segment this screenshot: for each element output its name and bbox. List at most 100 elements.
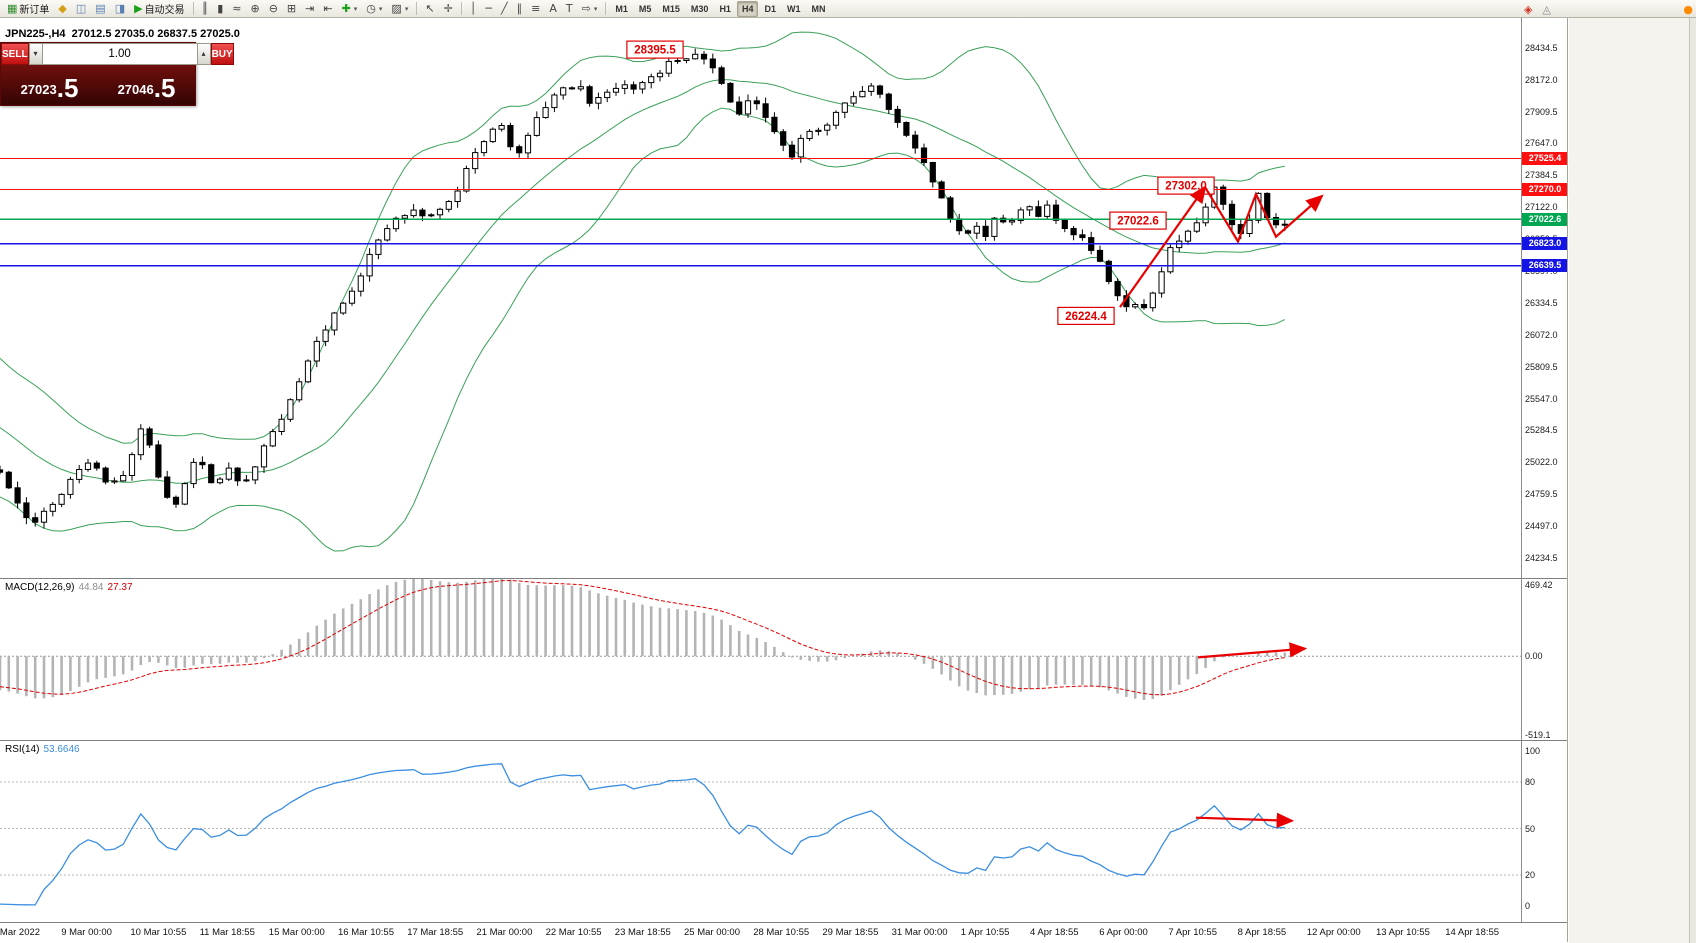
rsi-scale-label: 50 <box>1525 823 1536 834</box>
time-axis-label: 11 Mar 18:55 <box>199 927 255 938</box>
fibonacci-button[interactable]: ≡ <box>527 1 544 17</box>
volume-control: ▾ ▴ <box>28 43 211 65</box>
toolbar-separator <box>192 2 194 15</box>
buy-button[interactable]: BUY <box>210 43 234 65</box>
mql-community-icon[interactable]: ◈ <box>1524 2 1533 16</box>
time-axis[interactable]: 8 Mar 2022 9 Mar 00:00 10 Mar 10:55 11 Mar … <box>0 923 1567 943</box>
price-tag: 26823.0 <box>1522 237 1567 251</box>
time-axis-label: 9 Mar 00:00 <box>61 927 112 938</box>
zoom-out-icon: ⊖ <box>268 1 278 15</box>
workspace-background <box>1569 18 1696 943</box>
one-click-trading-panel: SELL ▾ ▴ BUY 27023.5 27046.5 <box>0 42 234 106</box>
buy-price[interactable]: 27046.5 <box>98 65 195 105</box>
autotrading-icon: ▶ <box>134 1 143 15</box>
volume-increase-button[interactable]: ▴ <box>196 43 211 65</box>
horizontal-line-icon: ─ <box>485 1 493 15</box>
open-data-icon-icon: ◆ <box>58 1 67 15</box>
rsi-arrow[interactable] <box>1195 812 1295 828</box>
bar-chart-mode-icon: ║ <box>201 1 209 15</box>
label-icon: T <box>565 1 573 15</box>
new-order-button[interactable]: ▦ 新订单 <box>3 1 53 17</box>
macd-indicator-label: MACD(12,26,9) 44.84 27.37 <box>5 582 133 593</box>
time-axis-label: 15 Mar 00:00 <box>268 927 325 938</box>
crosshair-icon: ✛ <box>443 1 453 15</box>
zoom-out-button[interactable]: ⊖ <box>265 1 282 17</box>
price-annotation[interactable]: 27022.6 <box>1109 211 1167 230</box>
tf-h4-button[interactable]: H4 <box>736 0 759 17</box>
trend-arrow[interactable] <box>1204 186 1324 244</box>
text-button[interactable]: A <box>545 1 561 17</box>
macd-name: MACD(12,26,9) <box>5 582 75 593</box>
templates-button[interactable]: ▨ ▾ <box>387 1 412 17</box>
tf-m1-button[interactable]: M1 <box>615 3 628 14</box>
price-scale-label: 25022.0 <box>1525 457 1558 468</box>
auto-scroll-button[interactable]: ⇥ <box>301 1 318 17</box>
tf-m5-button[interactable]: M5 <box>638 3 652 14</box>
market-watch-icon[interactable]: ◫ <box>72 1 90 17</box>
trend-arrow[interactable] <box>1119 185 1207 308</box>
label-button[interactable]: T <box>562 1 577 17</box>
main-chart[interactable]: 28395.5 27302.0 27022.6 26224.4 JPN225-,H4 … <box>0 18 1522 578</box>
dropdown-arrow-icon: ▾ <box>593 4 598 13</box>
tf-m15-button[interactable]: M15 <box>662 3 680 14</box>
bar-chart-mode-button[interactable]: ║ <box>198 1 213 17</box>
terminal-icon[interactable]: ◨ <box>111 1 129 17</box>
price-annotation[interactable]: 27302.0 <box>1157 176 1215 195</box>
vertical-line-button[interactable]: │ <box>466 1 481 17</box>
macd-value: 44.84 <box>78 582 104 593</box>
channel-button[interactable]: ∥ <box>513 1 527 17</box>
volume-decrease-button[interactable]: ▾ <box>28 43 43 65</box>
sell-price[interactable]: 27023.5 <box>1 65 98 105</box>
autotrading-button-label: 自动交易 <box>144 5 185 16</box>
rsi-panel[interactable]: RSI(14) 53.6646 <box>0 741 1522 922</box>
indicators-button[interactable]: ✚ ▾ <box>338 1 362 17</box>
time-axis-row: 8 Mar 2022 9 Mar 00:00 10 Mar 10:55 11 Mar … <box>0 922 1567 942</box>
candlestick-mode-button[interactable]: ▮ <box>213 1 227 17</box>
macd-scale[interactable]: 469.42 0.00 -519.1 <box>1521 579 1567 740</box>
price-annotation[interactable]: 28395.5 <box>626 40 684 59</box>
rsi-svg <box>0 763 1522 906</box>
rsi-name: RSI(14) <box>5 744 40 755</box>
open-data-icon[interactable]: ◆ <box>54 1 70 17</box>
main-toolbar: ▦ 新订单 ◆ ◫ ▤ ◨ ▶ 自动交易 ║ ▮ ≈ ⊕ ⊖ ⊞ ⇥ ⇤ ✚ ▾ ◷ ▾ ▨ ▾ ↖ ✛ │ ─ ╱ ∥ ≡ A T ⇨ ▾ M1… <box>0 0 1696 18</box>
volume-input[interactable] <box>42 43 197 65</box>
sell-price-pip: .5 <box>56 73 79 103</box>
price-annotation[interactable]: 26224.4 <box>1057 306 1115 325</box>
navigator-icon[interactable]: ▤ <box>91 1 109 17</box>
sell-button[interactable]: SELL <box>1 43 29 65</box>
horizontal-line-button[interactable]: ─ <box>481 1 496 17</box>
price-scale-label: 24497.0 <box>1525 521 1558 532</box>
crosshair-button[interactable]: ✛ <box>440 1 457 17</box>
help-icon[interactable]: ◬ <box>1542 2 1551 16</box>
rsi-scale[interactable]: 100 80 50 20 0 <box>1521 741 1567 922</box>
chart-shift-button[interactable]: ⇤ <box>319 1 336 17</box>
zoom-in-button[interactable]: ⊕ <box>246 1 263 17</box>
autotrading-button[interactable]: ▶ 自动交易 <box>130 1 188 17</box>
shapes-button[interactable]: ⇨ ▾ <box>578 1 602 17</box>
notification-icon[interactable]: ● <box>1683 2 1693 16</box>
macd-arrow[interactable] <box>1197 642 1308 659</box>
templates-icon: ▨ <box>391 1 402 15</box>
price-scale[interactable]: 28434.5 28172.0 27909.5 27647.0 27384.5 27122… <box>1521 18 1567 578</box>
time-axis-label: 22 Mar 10:55 <box>545 927 602 938</box>
bollinger-middle <box>0 79 1285 484</box>
tf-mn-button[interactable]: MN <box>811 3 826 14</box>
periods-button[interactable]: ◷ ▾ <box>362 1 386 17</box>
macd-signal-line <box>0 579 1285 696</box>
trendline-button[interactable]: ╱ <box>497 1 512 17</box>
market-watch-icon-icon: ◫ <box>75 1 87 15</box>
tf-m30-button[interactable]: M30 <box>690 3 709 14</box>
tf-d1-button[interactable]: D1 <box>764 3 776 14</box>
time-axis-label: 16 Mar 10:55 <box>338 927 394 938</box>
dropdown-arrow-icon: ▾ <box>378 4 383 13</box>
chart-window: 28395.5 27302.0 27022.6 26224.4 JPN225-,H4 … <box>0 18 1568 942</box>
price-tag: 26639.5 <box>1522 259 1567 273</box>
line-chart-mode-button[interactable]: ≈ <box>228 1 245 17</box>
tf-h1-button[interactable]: H1 <box>719 3 731 14</box>
rsi-row: RSI(14) 53.6646 100 80 50 20 0 <box>0 740 1567 922</box>
tile-windows-button[interactable]: ⊞ <box>283 1 300 17</box>
time-axis-label: 14 Apr 18:55 <box>1445 927 1500 938</box>
cursor-button[interactable]: ↖ <box>421 1 438 17</box>
macd-panel[interactable]: MACD(12,26,9) 44.84 27.37 <box>0 579 1522 740</box>
tf-w1-button[interactable]: W1 <box>786 3 801 14</box>
